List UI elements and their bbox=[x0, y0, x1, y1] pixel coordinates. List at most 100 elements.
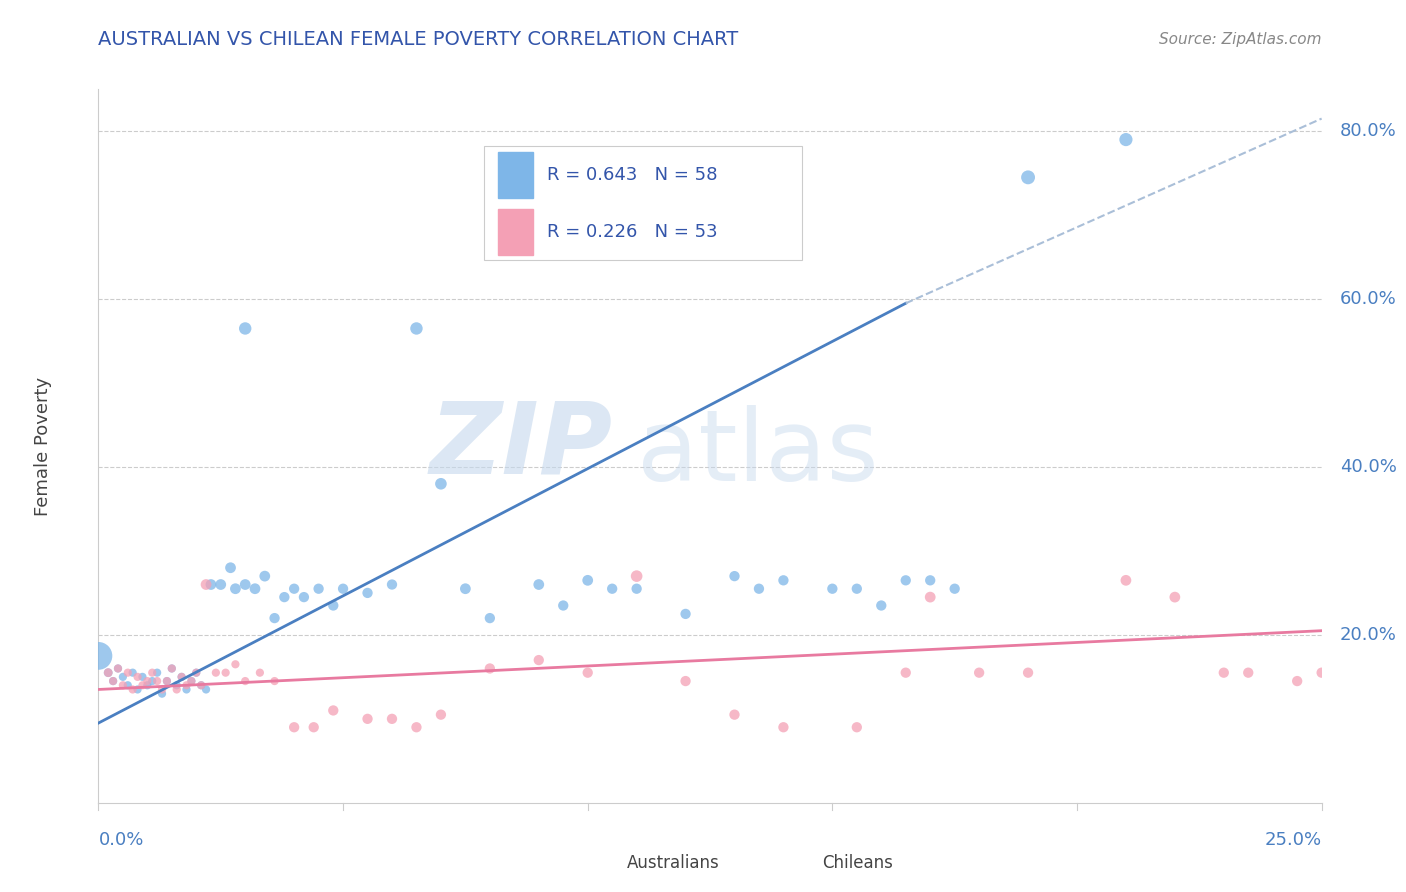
Point bbox=[195, 577, 218, 591]
Point bbox=[454, 582, 477, 596]
Point bbox=[967, 665, 990, 680]
Point bbox=[166, 682, 188, 697]
Point bbox=[180, 674, 202, 689]
Point bbox=[97, 665, 120, 680]
Point bbox=[356, 586, 378, 600]
Point bbox=[131, 670, 153, 684]
Point bbox=[101, 674, 124, 689]
Point bbox=[87, 648, 110, 663]
Point bbox=[1017, 170, 1039, 185]
Point bbox=[195, 682, 218, 697]
Point bbox=[920, 590, 942, 604]
Point bbox=[97, 665, 120, 680]
Point bbox=[292, 590, 315, 604]
Point bbox=[308, 582, 330, 596]
Point bbox=[224, 582, 246, 596]
Point bbox=[263, 611, 285, 625]
Point bbox=[209, 577, 232, 591]
Point bbox=[156, 674, 179, 689]
Point bbox=[243, 582, 266, 596]
Point bbox=[821, 582, 844, 596]
Point bbox=[190, 678, 212, 692]
FancyBboxPatch shape bbox=[484, 146, 801, 260]
Point bbox=[322, 703, 344, 717]
Point bbox=[160, 661, 183, 675]
Point bbox=[156, 674, 179, 689]
Point bbox=[205, 665, 228, 680]
Point bbox=[845, 720, 868, 734]
Text: Source: ZipAtlas.com: Source: ZipAtlas.com bbox=[1159, 32, 1322, 46]
Point bbox=[870, 599, 893, 613]
Point bbox=[772, 574, 794, 588]
Text: 25.0%: 25.0% bbox=[1264, 831, 1322, 849]
Point bbox=[626, 582, 648, 596]
Point bbox=[381, 712, 404, 726]
Point bbox=[141, 674, 163, 689]
Point bbox=[107, 661, 129, 675]
Bar bbox=[588, 851, 614, 876]
Point bbox=[553, 599, 575, 613]
Point bbox=[430, 476, 453, 491]
Point bbox=[253, 569, 276, 583]
Point bbox=[131, 678, 153, 692]
Point bbox=[1286, 674, 1309, 689]
Text: atlas: atlas bbox=[637, 405, 879, 501]
Text: 60.0%: 60.0% bbox=[1340, 290, 1396, 308]
Text: ZIP: ZIP bbox=[429, 398, 612, 494]
Text: 0.0%: 0.0% bbox=[98, 831, 143, 849]
Point bbox=[1310, 665, 1333, 680]
Point bbox=[332, 582, 354, 596]
Text: Female Poverty: Female Poverty bbox=[34, 376, 52, 516]
Point bbox=[405, 321, 427, 335]
Point bbox=[146, 674, 169, 689]
Point bbox=[1115, 132, 1137, 146]
Point bbox=[166, 678, 188, 692]
Point bbox=[1115, 574, 1137, 588]
Point bbox=[186, 665, 208, 680]
Point bbox=[626, 569, 648, 583]
Point bbox=[263, 674, 285, 689]
Point bbox=[283, 720, 305, 734]
Point bbox=[160, 661, 183, 675]
Point bbox=[478, 611, 501, 625]
Point bbox=[943, 582, 966, 596]
Text: 80.0%: 80.0% bbox=[1340, 122, 1396, 140]
Point bbox=[527, 577, 550, 591]
Point bbox=[176, 678, 198, 692]
Point bbox=[224, 657, 246, 672]
Point bbox=[723, 569, 745, 583]
Text: R = 0.226   N = 53: R = 0.226 N = 53 bbox=[547, 223, 718, 241]
Point bbox=[111, 670, 134, 684]
Point bbox=[150, 687, 173, 701]
Text: Chileans: Chileans bbox=[823, 855, 893, 872]
Point bbox=[405, 720, 427, 734]
Point bbox=[150, 682, 173, 697]
Point bbox=[146, 665, 169, 680]
Point bbox=[322, 599, 344, 613]
Point bbox=[1164, 590, 1187, 604]
Point bbox=[478, 661, 501, 675]
Point bbox=[894, 574, 917, 588]
Text: R = 0.643   N = 58: R = 0.643 N = 58 bbox=[547, 166, 718, 184]
Point bbox=[249, 665, 271, 680]
Point bbox=[200, 577, 222, 591]
Point bbox=[180, 674, 202, 689]
Point bbox=[381, 577, 404, 591]
Point bbox=[233, 577, 256, 591]
Point bbox=[894, 665, 917, 680]
Point bbox=[170, 670, 193, 684]
Point bbox=[141, 665, 163, 680]
Point bbox=[1237, 665, 1260, 680]
Point bbox=[845, 582, 868, 596]
Point bbox=[1212, 665, 1234, 680]
Point bbox=[356, 712, 378, 726]
Bar bbox=[783, 851, 810, 876]
Point bbox=[920, 574, 942, 588]
Point bbox=[233, 674, 256, 689]
Point bbox=[1017, 665, 1039, 680]
Point bbox=[107, 661, 129, 675]
Point bbox=[117, 678, 139, 692]
Point bbox=[600, 582, 623, 596]
Point bbox=[302, 720, 325, 734]
Point bbox=[127, 670, 149, 684]
